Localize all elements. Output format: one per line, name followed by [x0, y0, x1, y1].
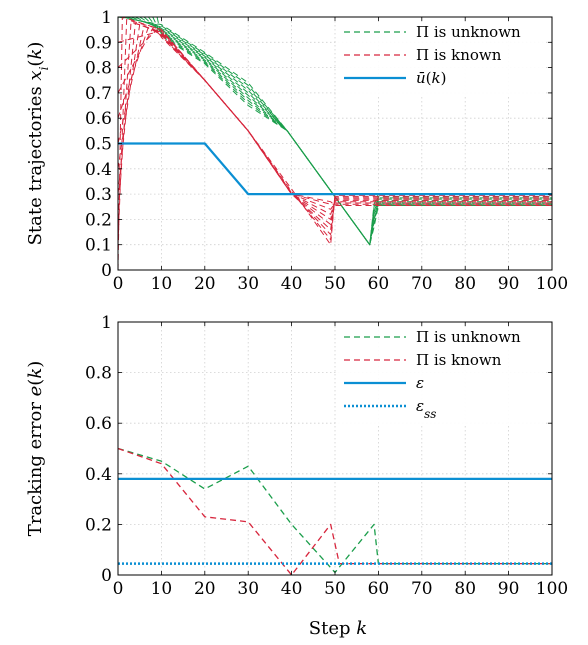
- series--is-known-line: [117, 447, 552, 576]
- legend-entry-label: ε: [416, 374, 424, 392]
- series--is-known-trajectory-5: [117, 25, 552, 220]
- legend-entry-label: ū(k): [416, 69, 446, 87]
- legend-entry-label: Π is known: [416, 351, 502, 369]
- y-tick-label: 0.2: [85, 210, 112, 230]
- x-tick-label: 60: [368, 274, 390, 294]
- x-tick-label: 30: [237, 274, 259, 294]
- y-tick-label: 0.4: [85, 465, 112, 485]
- x-tick-label: 80: [454, 274, 476, 294]
- x-tick-label: 90: [498, 579, 520, 599]
- y-tick-label: 1: [101, 8, 112, 28]
- x-tick-label: 90: [498, 274, 520, 294]
- y-tick-label: 0: [101, 566, 112, 586]
- y-tick-label: 0.7: [85, 84, 112, 104]
- legend-entry-label: εss: [416, 397, 436, 421]
- x-tick-label: 50: [324, 274, 346, 294]
- series--k--line: [118, 142, 552, 196]
- y-tick-label: 0.2: [85, 515, 112, 535]
- y-tick-label: 0.1: [85, 236, 112, 256]
- series--is-known-trajectory-8: [117, 29, 552, 205]
- legend-background: [338, 327, 545, 425]
- y-tick-label: 1: [101, 313, 112, 333]
- y-tick-label: 0.5: [85, 135, 112, 155]
- series--is-known-trajectory-9: [117, 30, 552, 206]
- y-tick-label: 0.3: [85, 185, 112, 205]
- series--is-unknown-line: [117, 447, 552, 574]
- legend-entry-label: Π is unknown: [416, 328, 521, 346]
- x-tick-label: 10: [151, 579, 173, 599]
- x-tick-label: 50: [324, 579, 346, 599]
- y-tick-label: 0: [101, 261, 112, 281]
- series--is-unknown-trajectory-7: [147, 16, 552, 246]
- legend-background: [338, 22, 545, 97]
- series--is-unknown-trajectory-9: [156, 16, 552, 246]
- y-tick-label: 0.6: [85, 109, 112, 129]
- x-tick-label: 40: [281, 579, 303, 599]
- top-panel-state-trajectories: 0 10 20 30 40 50 60 70 80 90 10000.10.20.30.40.50.…: [25, 8, 568, 294]
- x-tick-label: 100: [536, 274, 568, 294]
- x-tick-label: 10: [151, 274, 173, 294]
- y-tick-label: 0.6: [85, 414, 112, 434]
- x-tick-label: 0: [113, 579, 124, 599]
- legend-entry-label: Π is known: [416, 46, 502, 64]
- legend-entry-label: Π is unknown: [416, 23, 521, 41]
- bottom-panel-tracking-error: 0 10 20 30 40 50 60 70 80 90 100 0 0.2 0.4 0.6 0.8 1 Trac…: [25, 313, 568, 639]
- y-tick-label: 0.4: [85, 160, 112, 180]
- x-tick-label: 30: [237, 579, 259, 599]
- x-tick-label: 70: [411, 274, 433, 294]
- x-tick-label: 20: [194, 579, 216, 599]
- x-tick-label: 60: [368, 579, 390, 599]
- series--is-unknown-trajectory-5: [139, 16, 552, 246]
- x-tick-label: 70: [411, 579, 433, 599]
- y-tick-label: 0.8: [85, 59, 112, 79]
- y-axis-label: Tracking error e(k): [25, 361, 46, 537]
- x-tick-label: 20: [194, 274, 216, 294]
- x-tick-label: 0: [113, 274, 124, 294]
- y-axis-label: State trajectories xi(k): [25, 42, 51, 246]
- x-tick-label: 40: [281, 274, 303, 294]
- x-tick-label: 80: [454, 579, 476, 599]
- x-tick-label: 100: [536, 579, 568, 599]
- x-axis-label: Step k: [309, 618, 367, 639]
- y-tick-label: 0.9: [85, 33, 112, 53]
- y-tick-label: 0.8: [85, 364, 112, 384]
